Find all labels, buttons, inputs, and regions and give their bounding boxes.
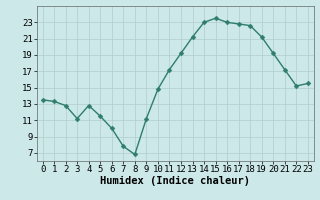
- X-axis label: Humidex (Indice chaleur): Humidex (Indice chaleur): [100, 176, 250, 186]
